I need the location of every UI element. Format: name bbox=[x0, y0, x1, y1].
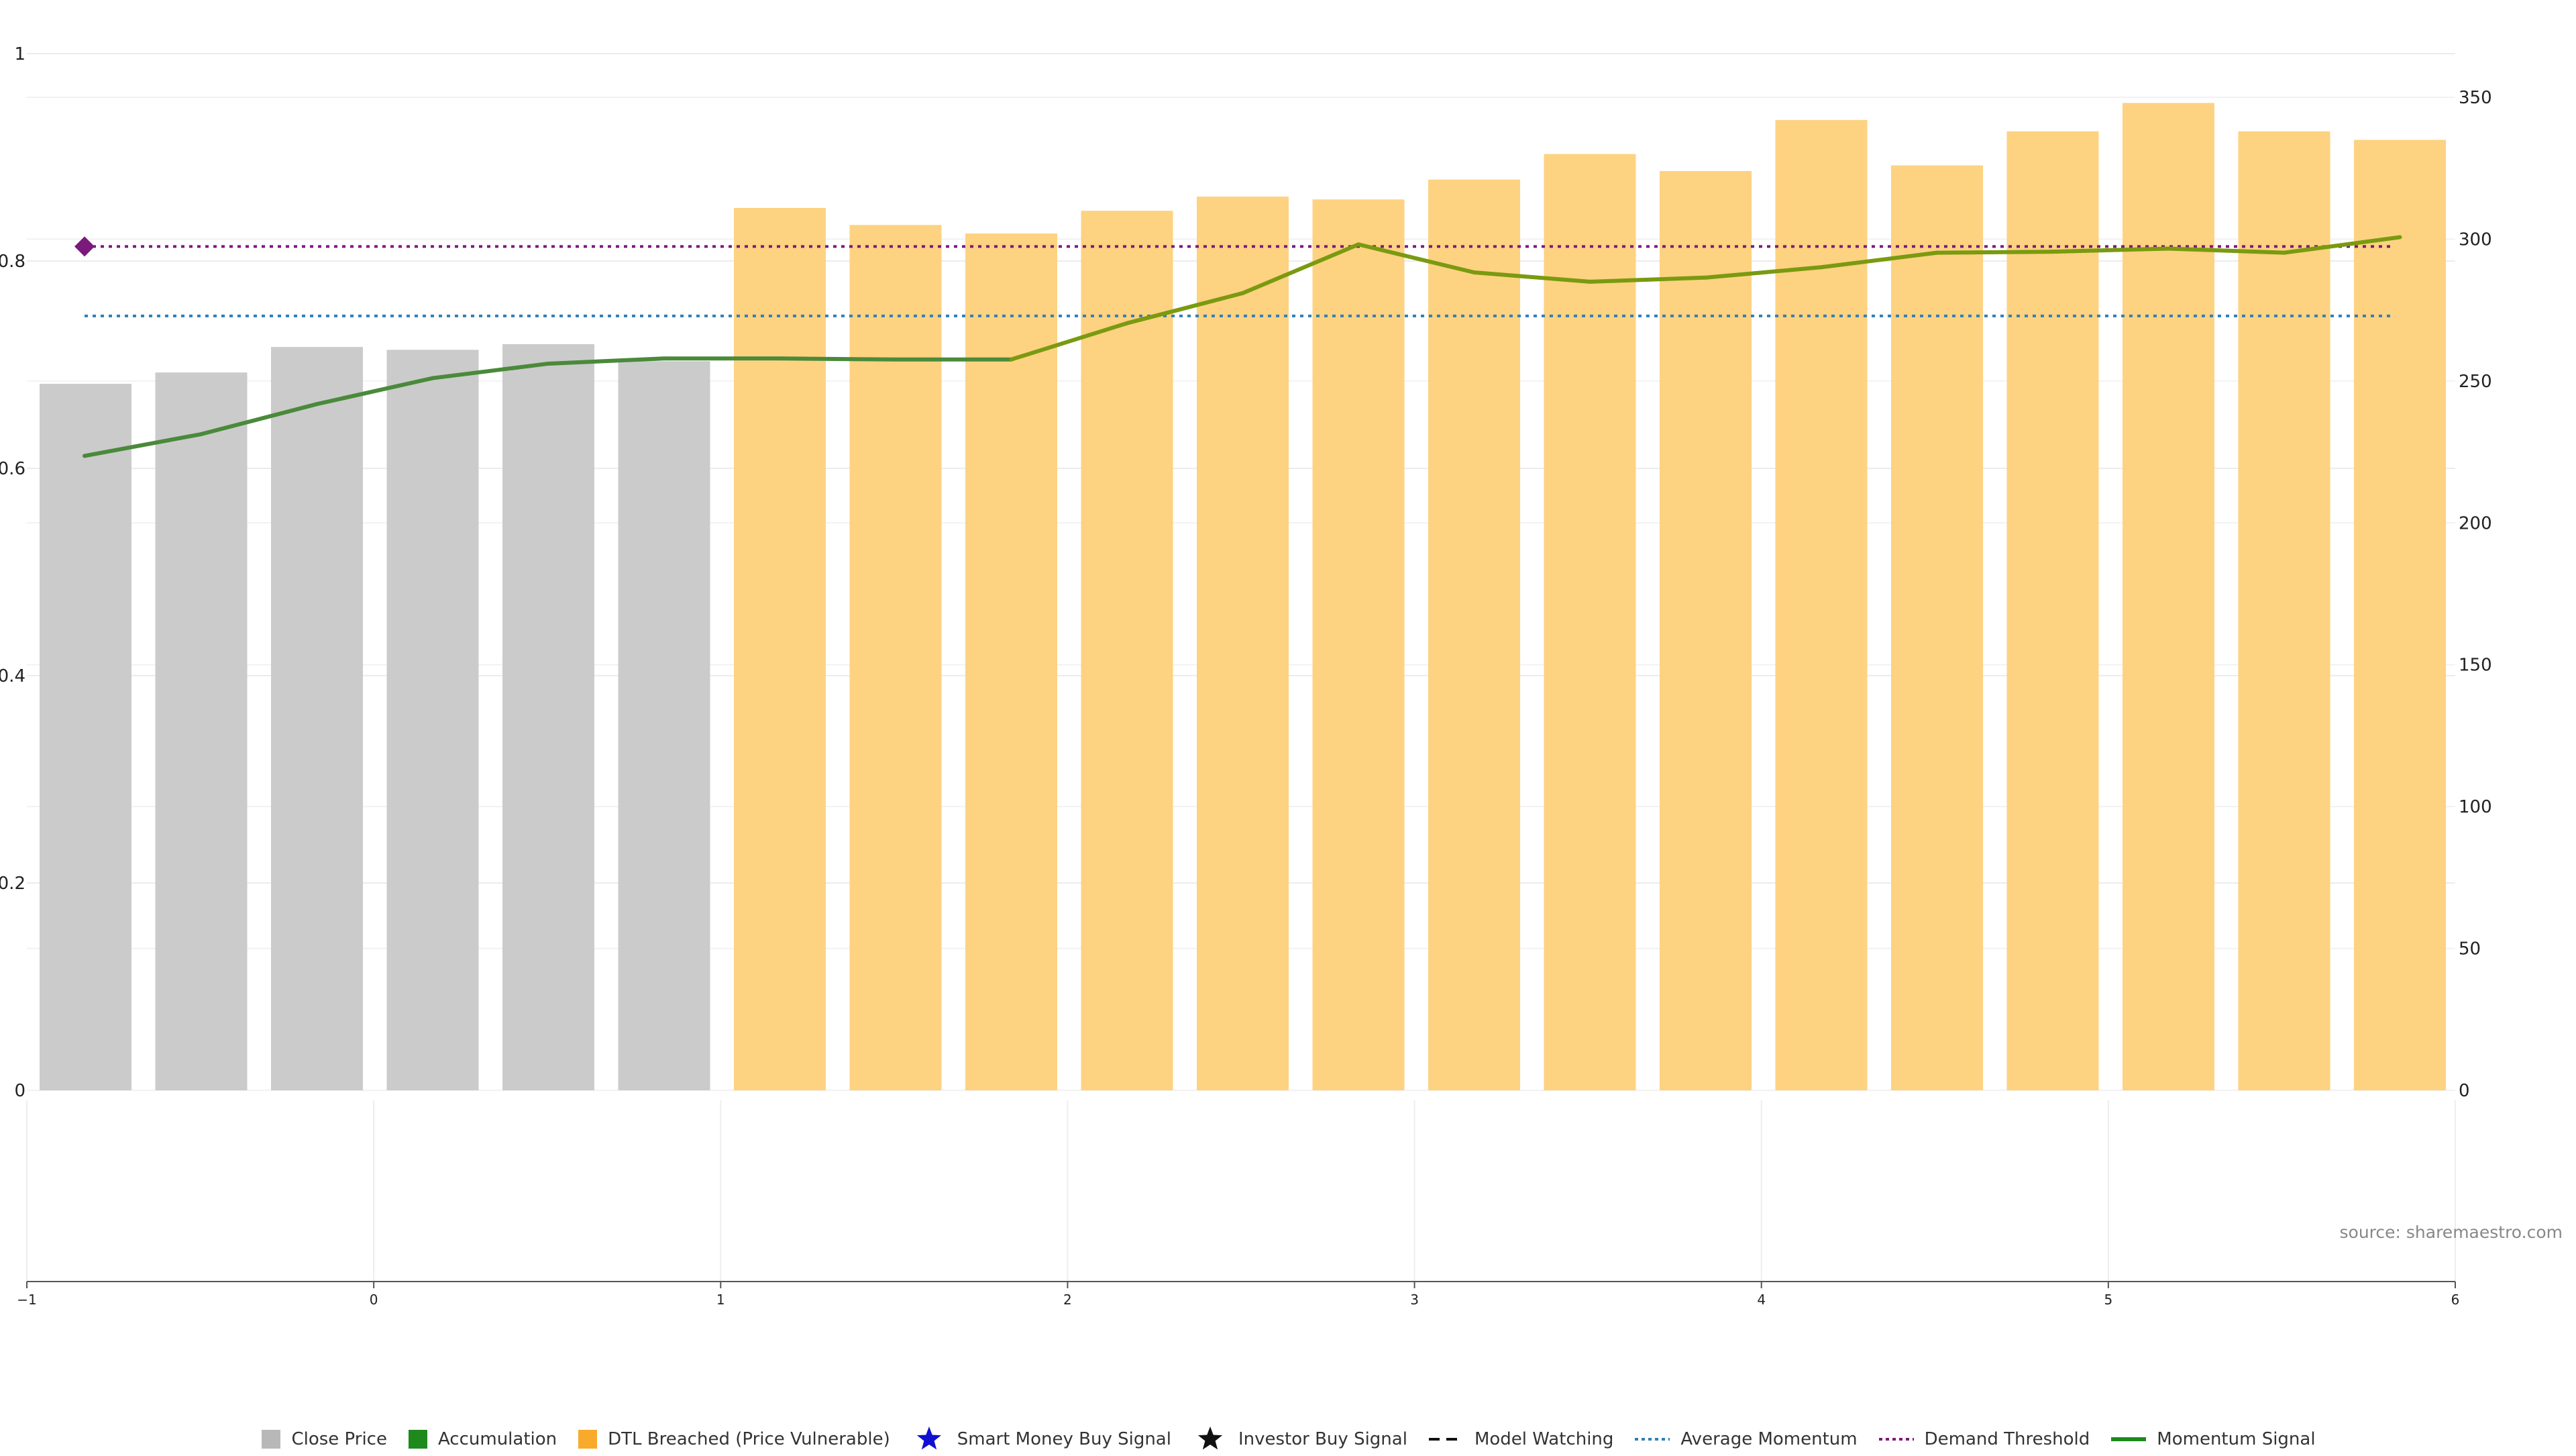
right-axis-tick-label: 100 bbox=[2459, 797, 2492, 817]
close-price-bar bbox=[271, 347, 363, 1090]
legend-item: Close Price bbox=[260, 1426, 387, 1453]
star-icon bbox=[916, 1426, 941, 1450]
close-price-bar bbox=[734, 207, 826, 1090]
momentum-signal-segment bbox=[431, 361, 551, 380]
legend-label: Smart Money Buy Signal bbox=[957, 1429, 1171, 1449]
momentum-signal-segment bbox=[315, 376, 435, 407]
close-price-bar bbox=[2354, 140, 2446, 1090]
bottom-axis-tick-label: 3 bbox=[1410, 1292, 1419, 1308]
left-axis-tick-label: 0.2 bbox=[0, 874, 25, 894]
close-price-bar bbox=[1197, 197, 1289, 1090]
momentum-signal-segment bbox=[1472, 270, 1592, 284]
momentum-signal-segment bbox=[1819, 250, 1939, 270]
momentum-signal-segment bbox=[777, 356, 898, 362]
legend-label: Close Price bbox=[291, 1429, 387, 1449]
legend-square-icon bbox=[408, 1430, 427, 1449]
close-price-bar bbox=[965, 233, 1057, 1090]
legend-item: Average Momentum bbox=[1633, 1426, 1858, 1453]
legend-label: Model Watching bbox=[1474, 1429, 1614, 1449]
chart-legend: Close Price Accumulation DTL Breached (Pri… bbox=[0, 1422, 2576, 1456]
right-axis-tick-label: 150 bbox=[2459, 656, 2492, 676]
momentum-signal-segment bbox=[2282, 235, 2402, 255]
close-price-bar bbox=[1775, 119, 1868, 1090]
right-axis-tick-label: 250 bbox=[2459, 372, 2492, 392]
close-price-bar bbox=[2123, 103, 2214, 1090]
right-axis-tick-label: 350 bbox=[2459, 88, 2492, 108]
close-price-bar bbox=[386, 350, 479, 1091]
right-axis-tick-label: 50 bbox=[2459, 939, 2481, 959]
dashed-line-icon bbox=[1428, 1438, 1464, 1441]
legend-item: Demand Threshold bbox=[1878, 1426, 2090, 1453]
momentum-signal-segment bbox=[83, 432, 203, 458]
momentum-signal-segment bbox=[1588, 275, 1708, 284]
close-price-bar bbox=[40, 384, 131, 1090]
right-axis-tick-label: 200 bbox=[2459, 513, 2492, 533]
close-price-bar bbox=[155, 372, 248, 1091]
solid-line-icon bbox=[2111, 1437, 2147, 1441]
legend-square-icon bbox=[262, 1430, 281, 1449]
close-price-bar bbox=[618, 361, 710, 1091]
close-price-bar bbox=[2238, 131, 2330, 1090]
momentum-signal-segment bbox=[2051, 246, 2171, 254]
close-price-bar bbox=[2006, 131, 2099, 1090]
legend-item: Smart Money Buy Signal bbox=[910, 1426, 1171, 1453]
momentum-signal-segment bbox=[2166, 246, 2286, 255]
momentum-signal-segment bbox=[1356, 242, 1477, 274]
demand-threshold-marker bbox=[74, 236, 95, 257]
bottom-axis-tick-label: 2 bbox=[1063, 1292, 1072, 1308]
star-icon bbox=[1197, 1426, 1223, 1450]
legend-item: Momentum Signal bbox=[2110, 1426, 2316, 1453]
momentum-signal-segment bbox=[1935, 250, 2055, 255]
source-credit: source: sharemaestro.com bbox=[2339, 1223, 2563, 1242]
bottom-axis-tick-label: 5 bbox=[2104, 1292, 2112, 1308]
axes: 0 0.2 0.4 0.6 0.8 1 0 50 100 150 200 250 300 350 −1 0 1 2… bbox=[0, 44, 2492, 1308]
bottom-axis-tick-label: 4 bbox=[1757, 1292, 1766, 1308]
close-price-bar bbox=[1544, 154, 1636, 1091]
legend-label: Accumulation bbox=[437, 1429, 557, 1449]
momentum-signal-segment bbox=[1125, 291, 1245, 325]
left-axis-tick-label: 0.8 bbox=[0, 252, 25, 272]
right-axis-tick-label: 0 bbox=[2459, 1081, 2470, 1101]
momentum-signal-segment bbox=[199, 402, 319, 437]
indicator-lines bbox=[74, 235, 2402, 458]
dotted-line-icon bbox=[1878, 1438, 1914, 1441]
momentum-signal-segment bbox=[546, 356, 666, 366]
left-axis-tick-label: 0 bbox=[14, 1081, 25, 1101]
right-axis-tick-label: 300 bbox=[2459, 229, 2492, 250]
momentum-signal-segment bbox=[1240, 242, 1360, 295]
bottom-axis-tick-label: 1 bbox=[716, 1292, 725, 1308]
close-price-bar bbox=[1891, 165, 1983, 1090]
close-price-bar bbox=[1312, 199, 1405, 1091]
legend-label: Momentum Signal bbox=[2157, 1429, 2316, 1449]
legend-label: Average Momentum bbox=[1680, 1429, 1858, 1449]
close-price-bars bbox=[40, 103, 2446, 1091]
legend-item: Investor Buy Signal bbox=[1191, 1426, 1407, 1453]
dotted-line-icon bbox=[1635, 1438, 1670, 1441]
close-price-bar bbox=[502, 344, 594, 1090]
legend-item: Accumulation bbox=[407, 1426, 557, 1453]
legend-label: DTL Breached (Price Vulnerable) bbox=[608, 1429, 890, 1449]
legend-item: Model Watching bbox=[1428, 1426, 1613, 1453]
legend-square-icon bbox=[578, 1430, 598, 1449]
legend-item: DTL Breached (Price Vulnerable) bbox=[577, 1426, 890, 1453]
left-axis-tick-label: 1 bbox=[14, 44, 25, 64]
close-price-bar bbox=[1660, 170, 1752, 1090]
bottom-axis-tick-label: 6 bbox=[2451, 1292, 2460, 1308]
momentum-signal-segment bbox=[1703, 265, 1823, 280]
close-price-bar bbox=[849, 225, 942, 1091]
momentum-signal-segment bbox=[1009, 321, 1129, 362]
close-price-bar bbox=[1428, 179, 1520, 1091]
left-axis-tick-label: 0.4 bbox=[0, 666, 25, 686]
bottom-axis-tick-label: −1 bbox=[17, 1292, 36, 1308]
bottom-axis-tick-label: 0 bbox=[370, 1292, 378, 1308]
left-axis-tick-label: 0.6 bbox=[0, 459, 25, 479]
legend-label: Demand Threshold bbox=[1924, 1429, 2090, 1449]
close-price-bar bbox=[1081, 211, 1173, 1091]
legend-label: Investor Buy Signal bbox=[1238, 1429, 1407, 1449]
